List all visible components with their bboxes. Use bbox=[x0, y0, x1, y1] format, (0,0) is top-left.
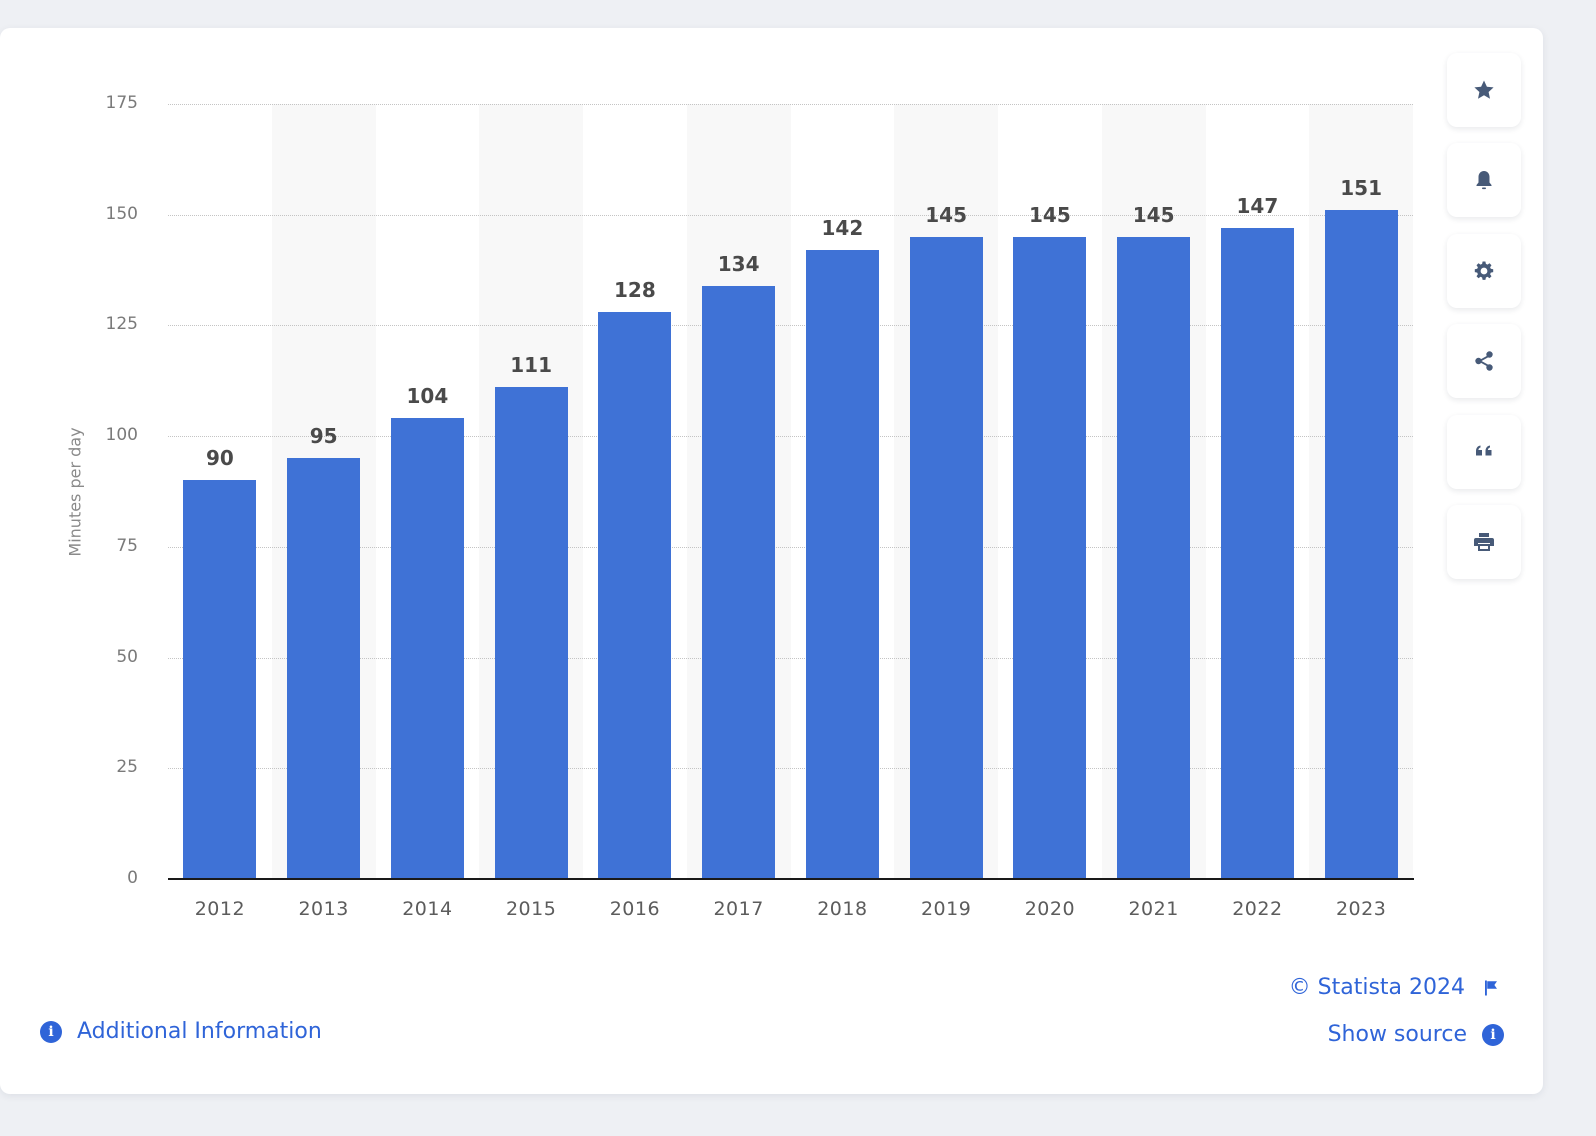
bar-2018[interactable] bbox=[805, 250, 879, 879]
additional-information-link[interactable]: i Additional Information bbox=[40, 1019, 322, 1044]
bell-icon bbox=[1476, 171, 1492, 190]
x-tick-label: 2023 bbox=[1335, 898, 1387, 920]
x-tick-label: 2020 bbox=[1024, 898, 1076, 920]
x-tick-label: 2012 bbox=[194, 898, 246, 920]
y-axis-title: Minutes per day bbox=[65, 427, 85, 557]
bar-2014[interactable] bbox=[390, 418, 464, 879]
flag-icon bbox=[1485, 980, 1497, 996]
x-tick-label: 2014 bbox=[402, 898, 453, 920]
additional-information-label: Additional Information bbox=[77, 1019, 322, 1044]
x-tick-label: 2016 bbox=[609, 898, 661, 920]
statista-copyright-link[interactable]: © Statista 2024 bbox=[1289, 975, 1500, 1000]
bar-2013[interactable] bbox=[287, 458, 361, 879]
y-tick-label: 25 bbox=[116, 757, 138, 778]
y-tick-label: 175 bbox=[105, 93, 138, 113]
x-tick-label: 2015 bbox=[505, 898, 557, 920]
data-label: 151 bbox=[1340, 176, 1382, 201]
x-tick-label: 2021 bbox=[1128, 898, 1179, 920]
data-label: 142 bbox=[821, 216, 864, 241]
data-label: 111 bbox=[510, 353, 552, 378]
y-tick-label: 75 bbox=[116, 535, 138, 556]
x-tick-label: 2017 bbox=[713, 898, 764, 920]
cite-button[interactable] bbox=[1447, 415, 1521, 489]
settings-button[interactable] bbox=[1447, 234, 1521, 308]
share-icon bbox=[1475, 351, 1493, 371]
bar-2015[interactable] bbox=[494, 387, 568, 879]
bar-2012[interactable] bbox=[183, 480, 257, 879]
y-tick-label: 50 bbox=[116, 646, 138, 667]
quote-icon bbox=[1476, 445, 1492, 456]
y-tick-label: 0 bbox=[127, 868, 138, 888]
print-icon bbox=[1474, 533, 1494, 551]
star-icon bbox=[1474, 80, 1494, 99]
bar-2021[interactable] bbox=[1117, 236, 1191, 879]
x-tick-label: 2022 bbox=[1232, 898, 1283, 920]
y-tick-label: 100 bbox=[105, 425, 138, 446]
bar-2023[interactable] bbox=[1324, 210, 1398, 879]
print-button[interactable] bbox=[1447, 505, 1521, 579]
data-label: 104 bbox=[406, 384, 449, 409]
share-button[interactable] bbox=[1447, 324, 1521, 398]
info-icon: i bbox=[40, 1021, 62, 1043]
gridline bbox=[168, 436, 1413, 438]
x-axis-line bbox=[168, 878, 1414, 880]
x-tick-label: 2013 bbox=[298, 898, 349, 920]
x-tick-label: 2018 bbox=[817, 898, 868, 920]
gridline bbox=[168, 657, 1413, 659]
data-label: 90 bbox=[205, 446, 234, 471]
gridline bbox=[168, 768, 1413, 770]
bar-2019[interactable] bbox=[909, 236, 983, 879]
info-icon: i bbox=[1482, 1024, 1504, 1046]
y-tick-label: 150 bbox=[105, 203, 138, 224]
bar-2017[interactable] bbox=[702, 285, 776, 879]
data-label: 145 bbox=[1132, 202, 1175, 227]
gear-icon bbox=[1474, 261, 1494, 280]
gridline bbox=[168, 546, 1413, 548]
bar-2020[interactable] bbox=[1013, 236, 1087, 879]
data-label: 95 bbox=[309, 424, 338, 449]
copyright-label: © Statista 2024 bbox=[1288, 975, 1465, 1000]
data-label: 128 bbox=[614, 278, 656, 303]
data-label: 145 bbox=[925, 202, 967, 227]
x-tick-label: 2019 bbox=[920, 898, 972, 920]
gridline bbox=[168, 325, 1413, 327]
data-label: 134 bbox=[717, 251, 760, 276]
favorite-button[interactable] bbox=[1447, 53, 1521, 127]
notification-button[interactable] bbox=[1447, 143, 1521, 217]
data-label: 147 bbox=[1236, 194, 1279, 218]
bar-2022[interactable] bbox=[1220, 228, 1294, 879]
gridline bbox=[168, 214, 1413, 216]
show-source-label: Show source bbox=[1327, 1022, 1467, 1047]
gridline bbox=[168, 104, 1413, 105]
show-source-link[interactable]: Show source i bbox=[1328, 1022, 1504, 1047]
y-tick-label: 125 bbox=[105, 314, 138, 335]
bar-2016[interactable] bbox=[598, 312, 672, 879]
data-label: 145 bbox=[1029, 202, 1071, 227]
